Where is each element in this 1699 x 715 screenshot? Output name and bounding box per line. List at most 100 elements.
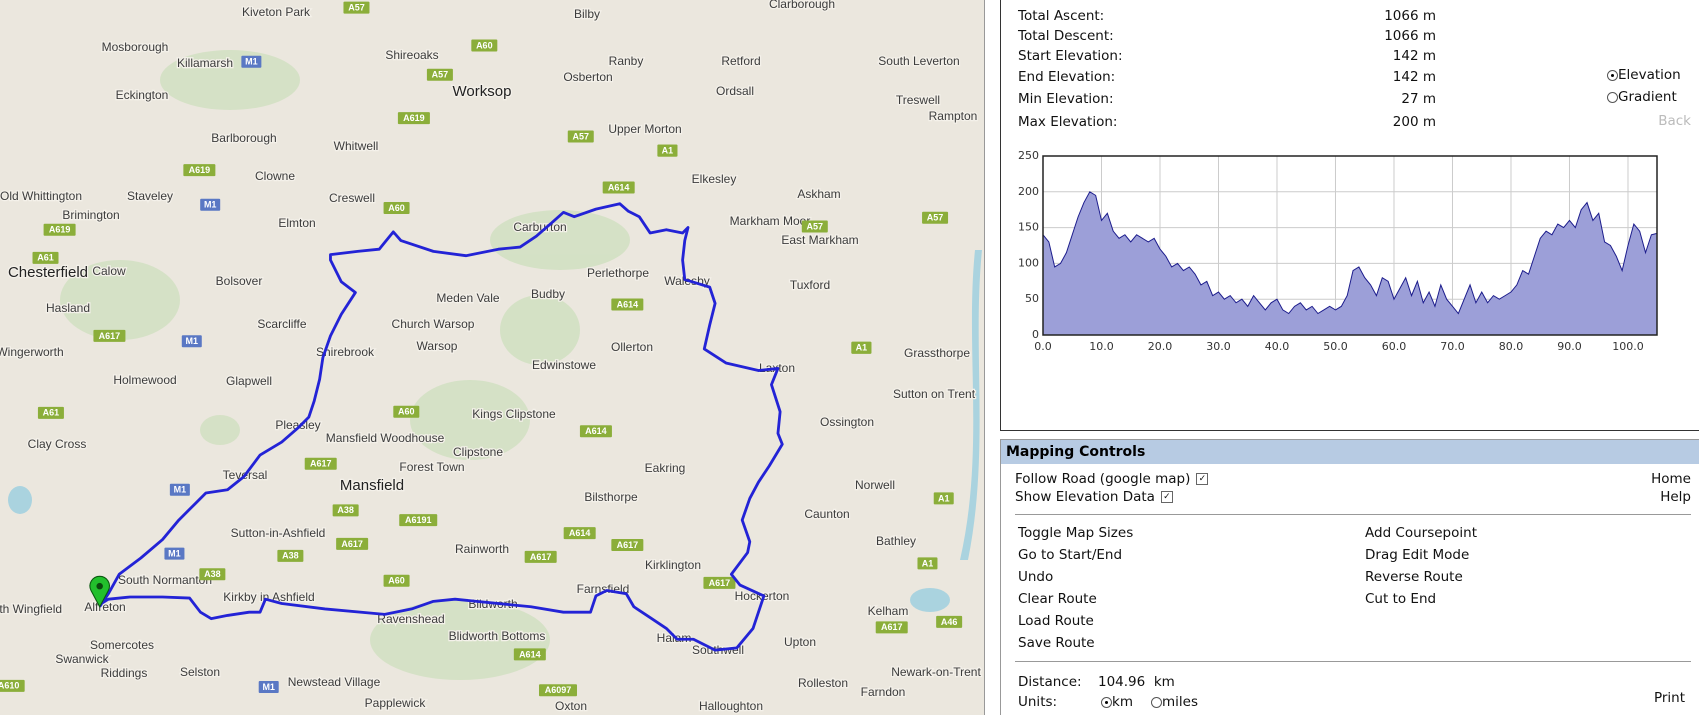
action-link[interactable]: Clear Route [1018, 591, 1097, 607]
route-layer [89, 202, 784, 652]
elevation-line [1042, 191, 1658, 315]
x-tick-label: 60.0 [1382, 340, 1407, 353]
road-shield [0, 679, 25, 692]
place-label: Mosborough [102, 40, 169, 54]
place-label: Chesterfield [8, 264, 88, 281]
place-label: Glapwell [226, 374, 272, 388]
back-link[interactable]: Back [1658, 113, 1691, 129]
road-shield [383, 202, 410, 215]
stat-label: Min Elevation: [1018, 91, 1114, 107]
y-tick-label: 0 [1032, 328, 1039, 341]
road-shield [801, 220, 828, 233]
action-link[interactable]: Cut to End [1365, 591, 1437, 607]
road-label: A617 [530, 552, 552, 562]
road-label: A614 [617, 299, 639, 309]
place-label: Halam [657, 631, 692, 645]
place-label: Kirklington [645, 558, 701, 572]
action-link[interactable]: Drag Edit Mode [1365, 547, 1470, 563]
unit-km[interactable]: km [1101, 694, 1133, 710]
road-shield [524, 550, 557, 563]
x-tick-label: 80.0 [1499, 340, 1524, 353]
units-label: Units: [1018, 694, 1058, 710]
y-tick-label: 200 [1018, 185, 1039, 198]
place-label: Bolsover [216, 274, 263, 288]
place-label: Perlethorpe [587, 266, 649, 280]
start-marker[interactable] [89, 575, 110, 608]
road-label: A57 [927, 213, 944, 223]
place-label: Elmton [278, 216, 315, 230]
road-label: M1 [245, 57, 258, 67]
place-label: Retford [721, 54, 760, 68]
road-shield [37, 406, 64, 419]
place-label: Sutton-in-Ashfield [231, 526, 326, 540]
action-link[interactable]: Reverse Route [1365, 569, 1463, 585]
option-label: Gradient [1618, 89, 1677, 105]
road-shield [164, 547, 185, 560]
road-shield [567, 130, 594, 143]
road-label: A619 [189, 165, 211, 175]
show-elevation[interactable]: Show Elevation Data ✓ [1015, 489, 1173, 505]
home-link[interactable]: Home [1651, 471, 1691, 487]
road-shield [933, 492, 954, 505]
road-label: A1 [856, 343, 868, 353]
map[interactable]: Kiveton Park Mosborough Killamarsh Shireoak… [0, 0, 984, 715]
place-label: Calow [92, 264, 126, 278]
distance-label: Distance: [1018, 674, 1082, 690]
road-label: A57 [807, 221, 824, 231]
place-label: Kelham [868, 604, 909, 618]
elevation-option[interactable]: Elevation [1607, 67, 1681, 83]
option-label: miles [1162, 694, 1198, 710]
road-label: A61 [37, 253, 54, 263]
stat-label: Total Descent: [1018, 28, 1114, 44]
road-shield [513, 648, 546, 661]
road-label: A38 [337, 505, 354, 515]
road-label: A614 [519, 649, 541, 659]
action-link[interactable]: Add Coursepoint [1365, 525, 1477, 541]
place-label: Clowne [255, 169, 295, 183]
place-label: Halloughton [699, 699, 763, 713]
x-tick-label: 50.0 [1323, 340, 1348, 353]
place-label: Alfreton [84, 600, 125, 614]
place-label: Caunton [804, 507, 849, 521]
place-label: Bathley [876, 534, 916, 548]
place-label: Rampton [929, 109, 978, 123]
road-shield [93, 329, 126, 342]
road-label: A60 [476, 40, 493, 50]
road-label: A57 [432, 70, 449, 80]
place-label: Worksop [453, 83, 512, 100]
follow-road[interactable]: Follow Road (google map) ✓ [1015, 471, 1209, 487]
road-label: M1 [174, 485, 187, 495]
action-link[interactable]: Save Route [1018, 635, 1095, 651]
action-link[interactable]: Go to Start/End [1018, 547, 1123, 563]
stat-value: 1066 m [1384, 28, 1436, 44]
place-label: Sutton on Trent [893, 387, 976, 401]
road-label: A619 [49, 225, 71, 235]
action-link[interactable]: Undo [1018, 569, 1054, 585]
road-label: A614 [569, 528, 591, 538]
road-shield [426, 68, 453, 81]
place-label: Bilby [574, 7, 600, 21]
place-label: Tuxford [790, 278, 830, 292]
road-shield [393, 405, 420, 418]
place-label: Scarcliffe [257, 317, 306, 331]
action-link[interactable]: Toggle Map Sizes [1018, 525, 1134, 541]
help-link[interactable]: Help [1660, 489, 1691, 505]
road-label: A617 [709, 578, 731, 588]
gradient-option[interactable]: Gradient [1607, 89, 1677, 105]
road-shield [304, 457, 337, 470]
road-shield [936, 615, 963, 628]
road-shield [241, 55, 262, 68]
road-label: A614 [608, 182, 630, 192]
place-label: Kiveton Park [242, 5, 311, 19]
place-label: Grassthorpe [904, 346, 970, 360]
place-label: Hasland [46, 301, 90, 315]
unit-miles[interactable]: miles [1151, 694, 1198, 710]
x-tick-label: 70.0 [1440, 340, 1465, 353]
road-label: A1 [662, 145, 674, 155]
print-link[interactable]: Print [1653, 690, 1685, 706]
stat-label: Total Ascent: [1018, 8, 1105, 24]
place-label: Brimington [62, 208, 119, 222]
place-label: Pleasley [275, 418, 320, 432]
place-label: Eckington [116, 88, 169, 102]
action-link[interactable]: Load Route [1018, 613, 1094, 629]
